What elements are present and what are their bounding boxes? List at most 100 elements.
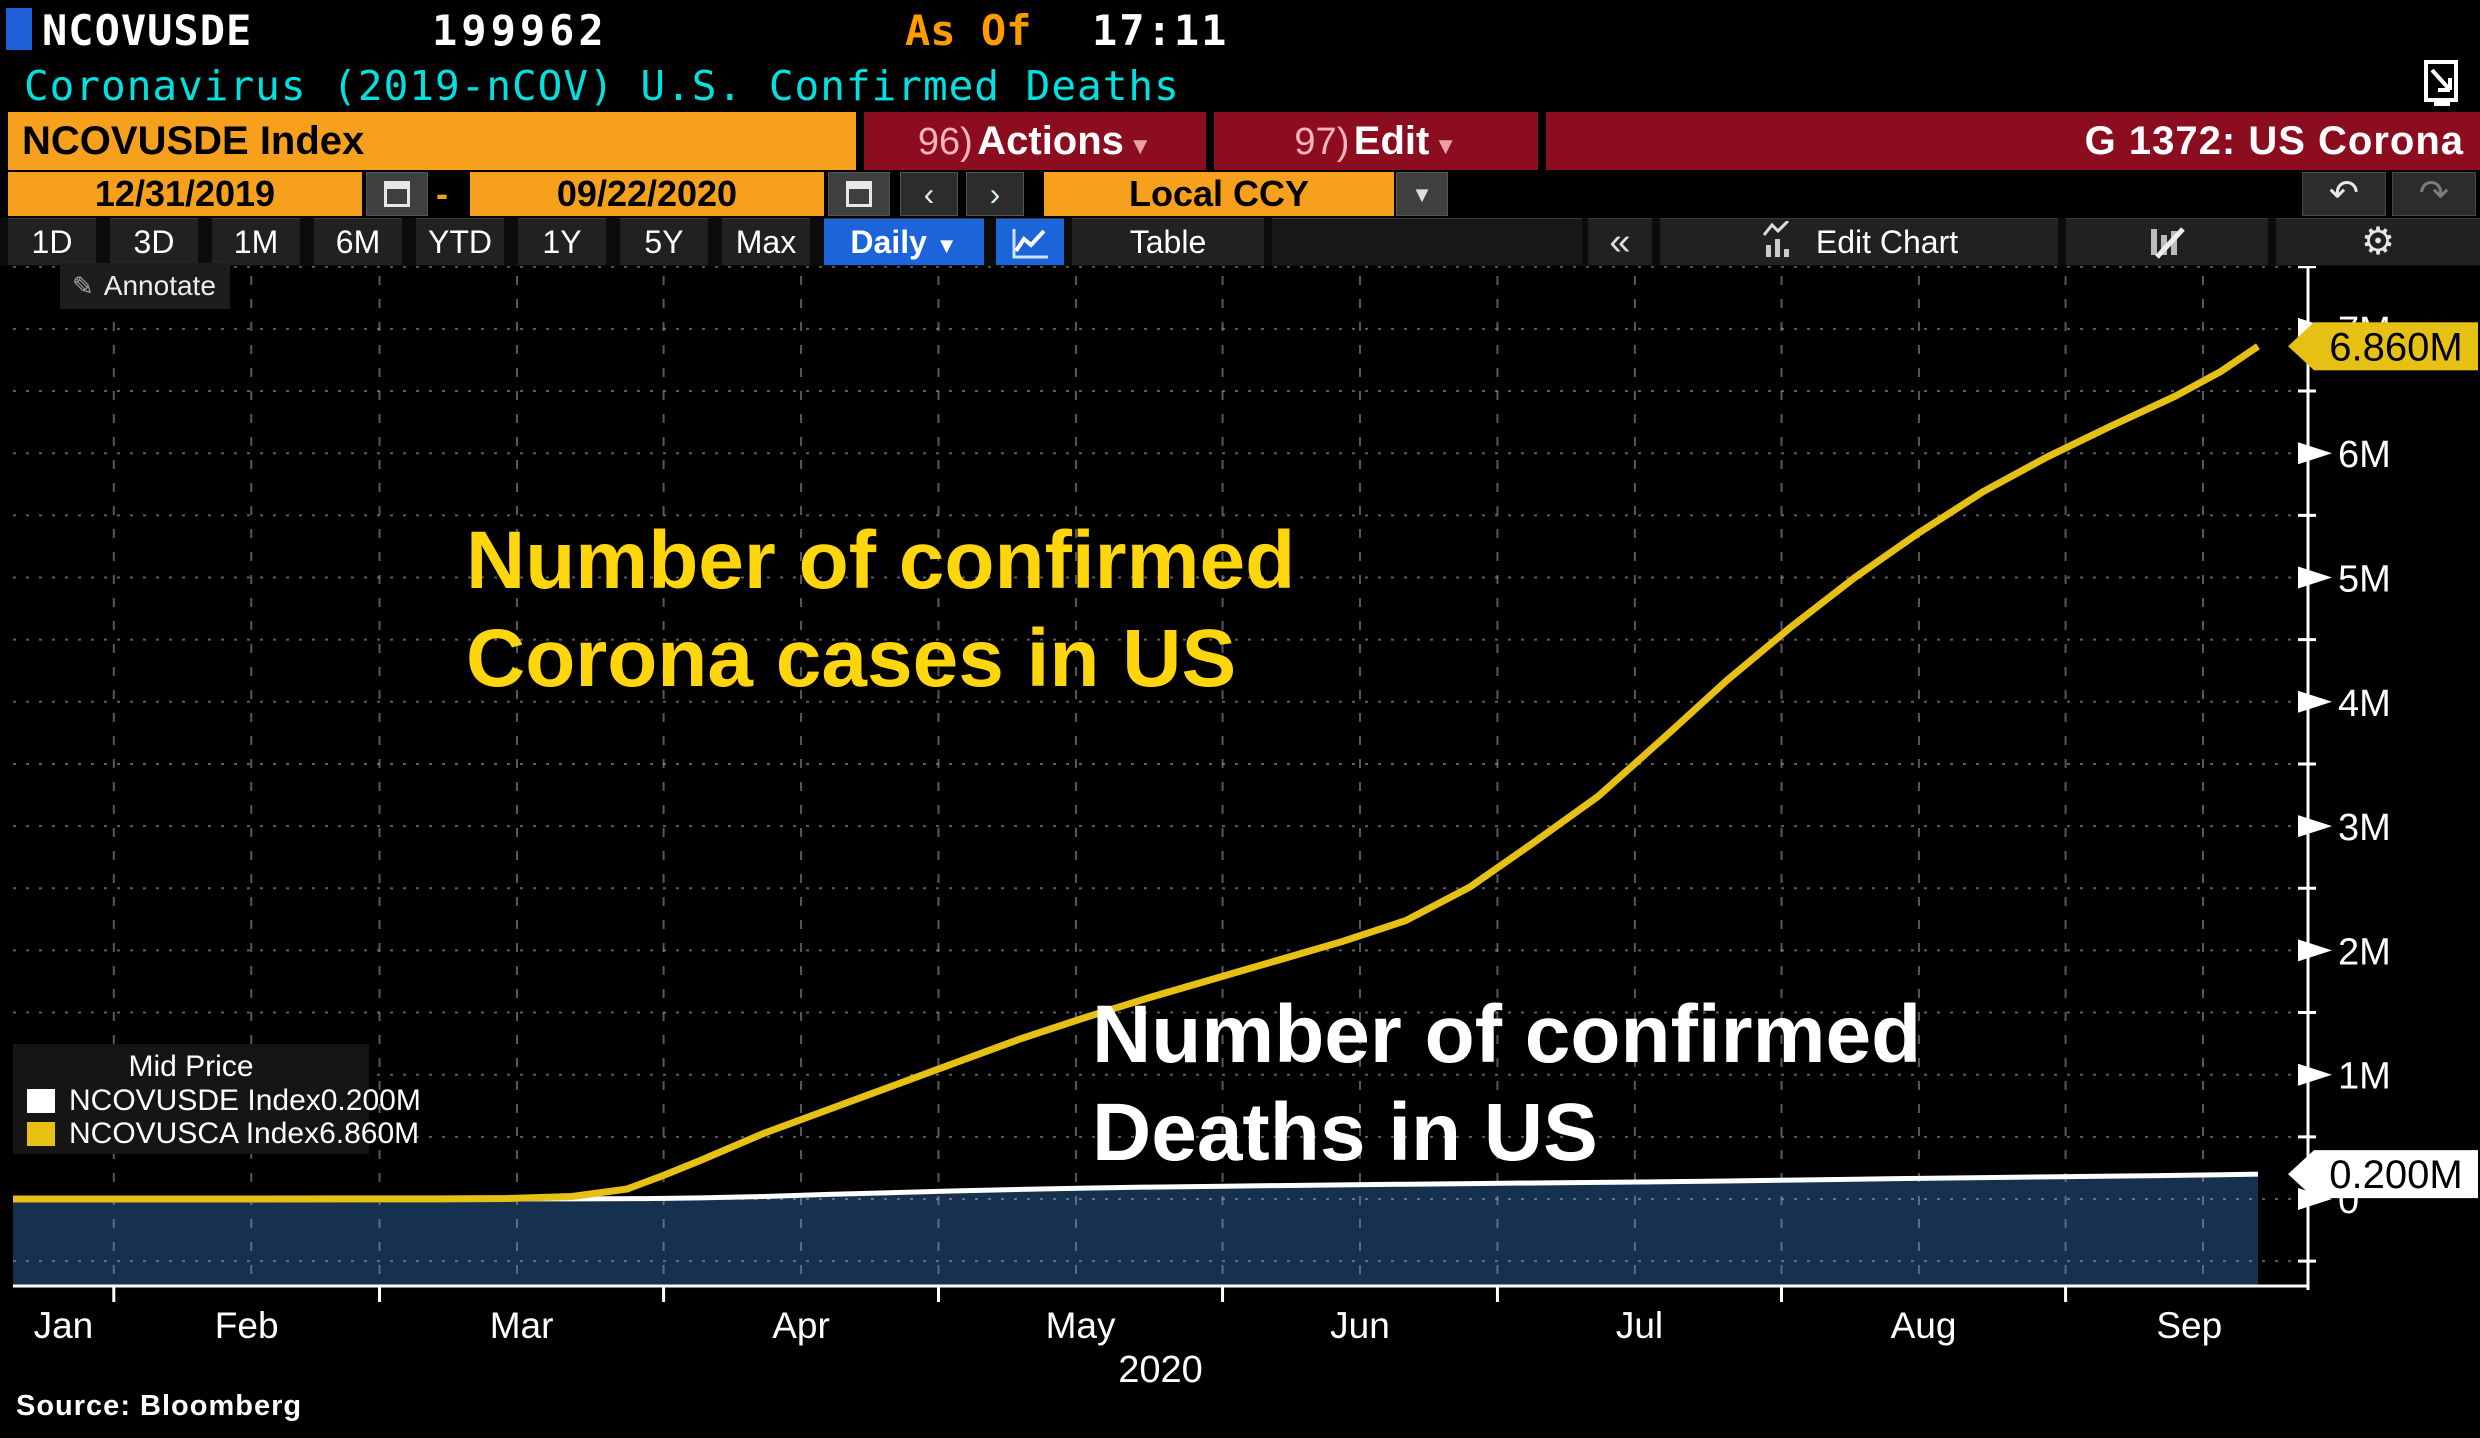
y-axis-label: 1M bbox=[2338, 1056, 2391, 1098]
legend-item: NCOVUSCA Index 6.860M bbox=[13, 1116, 419, 1150]
actions-shortcut-number: 96) bbox=[917, 121, 973, 163]
deaths-last-value-badge-box bbox=[2314, 1150, 2478, 1199]
as-of-label: As Of bbox=[905, 6, 1032, 55]
function-context-label: G 1372: US Corona bbox=[2084, 119, 2464, 163]
deaths-last-value-badge-arrow bbox=[2288, 1150, 2314, 1199]
gear-icon: ⚙ bbox=[2360, 221, 2396, 263]
x-axis-month-label: Apr bbox=[772, 1305, 830, 1346]
page-title: Coronavirus (2019-nCOV) U.S. Confirmed D… bbox=[24, 62, 1180, 110]
actions-label: Actions bbox=[977, 119, 1124, 163]
table-view-button[interactable]: Table bbox=[1072, 218, 1264, 265]
pencil-icon: ✎ bbox=[72, 271, 94, 301]
line-chart-type-button[interactable] bbox=[996, 218, 1064, 265]
deaths-area-fill bbox=[13, 1174, 2258, 1286]
actions-menu-button[interactable]: 96) Actions ▼ bbox=[864, 112, 1206, 170]
end-date-input[interactable]: 09/22/2020 bbox=[470, 172, 824, 216]
command-bar: NCOVUSDE Index 96) Actions ▼ 97) Edit ▼ … bbox=[0, 112, 2480, 172]
frequency-select[interactable]: Daily ▼ bbox=[824, 218, 984, 265]
x-axis-month-label: Jul bbox=[1616, 1305, 1663, 1346]
legend-item: NCOVUSDE Index 0.200M bbox=[13, 1083, 421, 1117]
legend-swatch bbox=[27, 1121, 55, 1146]
study-pencil-icon bbox=[2151, 227, 2185, 259]
redo-button[interactable]: ↷ bbox=[2392, 172, 2476, 216]
edit-chart-icon bbox=[1762, 219, 1789, 257]
period-button-max[interactable]: Max bbox=[722, 218, 810, 265]
deaths-last-value-badge-text: 0.200M bbox=[2329, 1153, 2462, 1197]
chart-toolbar: 1D 3D 1M 6M YTD 1Y 5Y Max Daily ▼ Table « Edit … bbox=[0, 218, 2480, 266]
annotate-tool[interactable]: ✎ Annotate bbox=[60, 263, 230, 309]
y-axis-label: 3M bbox=[2338, 807, 2391, 849]
period-button-5y[interactable]: 5Y bbox=[620, 218, 708, 265]
edit-menu-button[interactable]: 97) Edit ▼ bbox=[1214, 112, 1538, 170]
security-type-marker bbox=[6, 8, 32, 50]
chevron-down-icon: ▼ bbox=[935, 233, 958, 258]
redo-icon: ↷ bbox=[2418, 172, 2450, 213]
x-axis-month-label: Jun bbox=[1330, 1305, 1390, 1346]
ticker-last-value: 199962 bbox=[432, 6, 608, 55]
undo-icon: ↶ bbox=[2328, 172, 2360, 213]
currency-select[interactable]: Local CCY bbox=[1044, 172, 1394, 216]
cases-last-value-badge-arrow bbox=[2288, 322, 2314, 371]
legend-swatch bbox=[27, 1088, 55, 1113]
y-axis-major-tick-arrow bbox=[2298, 939, 2332, 962]
date-separator: - bbox=[436, 173, 448, 214]
y-axis-major-tick-arrow bbox=[2298, 1188, 2332, 1210]
x-axis-month-label: Jan bbox=[34, 1305, 94, 1346]
y-axis-label: 2M bbox=[2338, 931, 2391, 973]
period-button-3d[interactable]: 3D bbox=[110, 218, 198, 265]
cases-last-value-badge-text: 6.860M bbox=[2329, 325, 2462, 369]
as-of-time: 17:11 bbox=[1092, 6, 1229, 55]
calendar-icon[interactable] bbox=[366, 172, 428, 216]
title-row: Coronavirus (2019-nCOV) U.S. Confirmed D… bbox=[0, 56, 2480, 112]
deaths-line-series bbox=[13, 1171, 2259, 1202]
edit-label: Edit bbox=[1353, 119, 1430, 163]
shift-range-back-button[interactable]: ‹ bbox=[900, 172, 958, 216]
start-date-input[interactable]: 12/31/2019 bbox=[8, 172, 362, 216]
deaths-annotation: Number of confirmed Deaths in US bbox=[1092, 989, 1922, 1178]
toolbar-spacer bbox=[1272, 218, 1582, 265]
legend-label: NCOVUSDE Index bbox=[69, 1083, 321, 1117]
line-chart-icon bbox=[1012, 229, 1048, 259]
period-button-1m[interactable]: 1M bbox=[212, 218, 300, 265]
shift-range-forward-button[interactable]: › bbox=[966, 172, 1024, 216]
cases-last-value-badge-box bbox=[2314, 322, 2478, 371]
chart-legend: Mid Price NCOVUSDE Index 0.200M NCOVUSCA I… bbox=[13, 1044, 421, 1154]
legend-label: NCOVUSCA Index bbox=[69, 1116, 320, 1150]
x-axis-month-label: Aug bbox=[1891, 1305, 1957, 1346]
chevron-down-icon: ▼ bbox=[1433, 133, 1458, 160]
currency-dropdown-button[interactable]: ▼ bbox=[1396, 172, 1448, 216]
y-axis-major-tick-arrow bbox=[2298, 1063, 2332, 1086]
y-axis-label: 4M bbox=[2338, 683, 2391, 725]
x-axis-month-label: Feb bbox=[215, 1305, 279, 1346]
cases-annotation: Number of confirmed Corona cases in US bbox=[466, 515, 1296, 704]
legend-value: 0.200M bbox=[320, 1083, 421, 1117]
period-button-ytd[interactable]: YTD bbox=[416, 218, 504, 265]
ticker-symbol: NCOVUSDE bbox=[42, 6, 253, 55]
period-button-1y[interactable]: 1Y bbox=[518, 218, 606, 265]
y-axis-major-tick-arrow bbox=[2298, 566, 2332, 589]
security-field[interactable]: NCOVUSDE Index bbox=[8, 112, 856, 170]
period-button-1d[interactable]: 1D bbox=[8, 218, 96, 265]
collapse-toolbar-button[interactable]: « bbox=[1588, 218, 1652, 265]
source-credit: Source: Bloomberg bbox=[16, 1390, 303, 1422]
y-axis-major-tick-arrow bbox=[2298, 690, 2332, 713]
cases-line-series bbox=[13, 343, 2260, 1203]
annotate-label: Annotate bbox=[103, 270, 216, 301]
x-axis-month-label: Mar bbox=[490, 1305, 554, 1346]
x-axis-month-label: May bbox=[1046, 1305, 1116, 1346]
period-button-6m[interactable]: 6M bbox=[314, 218, 402, 265]
header-row: NCOVUSDE 199962 As Of 17:11 bbox=[0, 0, 2480, 56]
chevron-down-icon: ▼ bbox=[1128, 133, 1153, 160]
edit-chart-button[interactable]: Edit Chart bbox=[1660, 218, 2058, 265]
annotation-study-button[interactable] bbox=[2066, 218, 2268, 265]
undo-button[interactable]: ↶ bbox=[2302, 172, 2386, 216]
y-axis-label: 6M bbox=[2338, 434, 2391, 476]
y-axis-major-tick-arrow bbox=[2298, 815, 2332, 838]
calendar-icon[interactable] bbox=[828, 172, 890, 216]
settings-button[interactable]: ⚙ bbox=[2276, 218, 2480, 265]
function-context-bar: G 1372: US Corona bbox=[1546, 112, 2480, 170]
range-bar: 12/31/2019 - 09/22/2020 ‹ › Local CCY ▼ … bbox=[0, 172, 2480, 218]
send-to-monitor-icon[interactable] bbox=[2420, 60, 2466, 108]
